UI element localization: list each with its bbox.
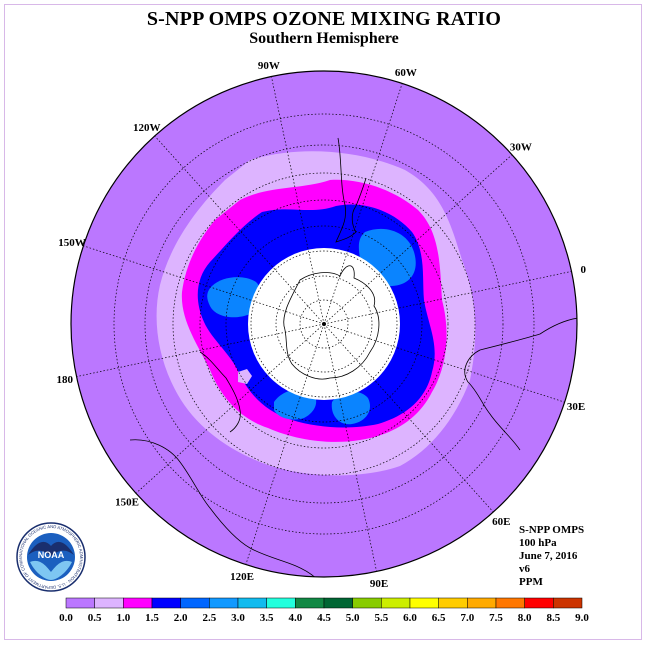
colorbar-boxes [65,597,583,609]
longitude-labels: 90W 60W 30W 0 30E 60E 90E 120E 150E 180 150W 120W [57,60,587,590]
colorbar-box [94,597,124,609]
meridian-line [323,154,513,325]
chart-subtitle: Southern Hemisphere [249,30,399,47]
longitude-label: 90E [370,578,388,590]
contour-core-south-2 [331,391,371,425]
meridian-line [76,323,325,377]
colorbar-box [65,597,95,609]
colorbar-tick-label: 0.5 [88,612,102,624]
longitude-label: 60W [395,67,417,79]
colorbar-tick-label: 3.0 [231,612,245,624]
noaa-logo: NOAA NATIONAL OCEANIC AND ATMOSPHERIC AD… [16,522,86,592]
colorbar-box [438,597,468,609]
contour-core-west [207,277,262,318]
colorbar-box [180,597,210,609]
figure-frame [4,4,642,640]
coastline-antarctica [283,265,380,380]
info-level: 100 hPa [519,537,557,549]
meridian-line [83,245,325,325]
longitude-label: 150E [115,496,139,508]
longitude-lines [76,76,572,572]
map-boundary [70,70,578,578]
coastline-africa [464,317,577,451]
logo-text: NOAA [38,550,65,560]
colorbar-tick-label: 2.0 [174,612,188,624]
longitude-label: 30W [510,142,532,154]
colorbar-box [266,597,296,609]
colorbar-tick-label: 7.0 [460,612,474,624]
meridian-line [135,323,325,494]
longitude-label: 90W [258,60,280,72]
longitude-label: 120W [133,122,161,134]
south-pole-marker [322,322,326,326]
colorbar-tick-label: 6.0 [403,612,417,624]
info-units: PPM [519,576,543,588]
longitude-label: 30E [567,401,585,413]
meridian-line [323,271,572,325]
colorbar-box [352,597,382,609]
colorbar-tick-label: 8.0 [518,612,532,624]
colorbar-tick-label: 7.5 [489,612,503,624]
meridian-line [323,83,403,325]
colorbar-box [495,597,525,609]
coastline-new-zealand [199,351,241,433]
info-block: S-NPP OMPS 100 hPa June 7, 2016 v6 PPM [519,524,584,589]
meridian-line [154,135,325,325]
longitude-label: 120E [230,571,254,583]
meridian-line [323,323,377,572]
colorbar-box [209,597,239,609]
contour-island-blob [238,369,252,384]
colorbar-tick-label: 1.0 [116,612,130,624]
colorbar-box [381,597,411,609]
coastline-australia [129,439,327,577]
colorbar-tick-label: 0.0 [59,612,73,624]
colorbar-tick-label: 2.5 [202,612,216,624]
meridian-line [245,323,325,565]
colorbar-tick-label: 3.5 [260,612,274,624]
colorbar-tick-label: 5.0 [346,612,360,624]
meridian-line [271,76,325,325]
colorbar-box [295,597,325,609]
longitude-label: 150W [58,237,86,249]
colorbar-box [553,597,583,609]
info-instrument: S-NPP OMPS [519,524,585,536]
meridian-line [323,323,494,513]
meridian-line [323,323,565,403]
info-version: v6 [519,563,530,575]
chart-title: S-NPP OMPS OZONE MIXING RATIO [146,8,502,30]
latitude-lines [113,113,535,535]
colorbar-box [524,597,554,609]
info-date: June 7, 2016 [519,550,578,562]
longitude-label: 180 [57,374,74,386]
colorbar-tick-label: 6.5 [432,612,446,624]
colorbar-tick-label: 4.0 [288,612,302,624]
colorbar-box [123,597,153,609]
colorbar-tick-labels: 0.0 0.5 1.0 1.5 2.0 2.5 3.0 3.5 4.0 4.5 5.0 5.5 6.0 6… [59,612,589,624]
colorbar-box [467,597,497,609]
longitude-label: 60E [492,516,510,528]
colorbar-box [409,597,439,609]
colorbar-box [151,597,181,609]
colorbar-tick-label: 9.0 [575,612,589,624]
colorbar-box [323,597,353,609]
colorbar-box [237,597,267,609]
longitude-label: 0 [580,264,586,276]
colorbar-tick-label: 4.5 [317,612,331,624]
colorbar-tick-label: 5.5 [374,612,388,624]
colorbar-tick-label: 8.5 [546,612,560,624]
colorbar-tick-label: 1.5 [145,612,159,624]
map-disk [71,71,577,577]
